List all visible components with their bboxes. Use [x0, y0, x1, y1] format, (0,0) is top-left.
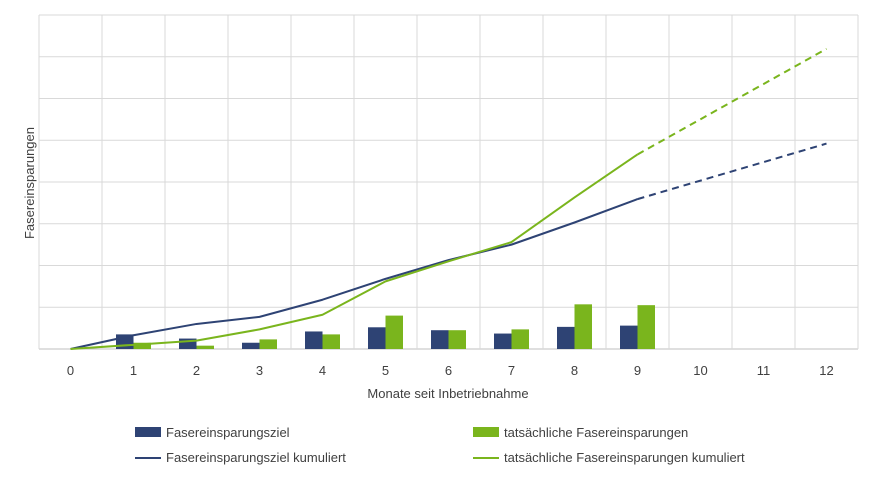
x-tick-label: 7	[508, 363, 515, 378]
x-tick-label: 2	[193, 363, 200, 378]
x-tick-label: 6	[445, 363, 452, 378]
legend-swatch-bar-actual	[473, 427, 499, 437]
legend-label-line-target: Fasereinsparungsziel kumuliert	[166, 450, 346, 465]
bar-target	[179, 338, 197, 349]
bar-target	[305, 331, 323, 349]
bar-actual	[574, 304, 592, 349]
legend-label-bar-target: Fasereinsparungsziel	[166, 425, 290, 440]
bar-actual	[511, 329, 529, 349]
line-target-cumulative-projection	[637, 142, 827, 201]
x-tick-label: 3	[256, 363, 263, 378]
legend-label-bar-actual: tatsächliche Fasereinsparungen	[504, 425, 688, 440]
lines	[70, 47, 827, 350]
bar-target	[242, 342, 260, 349]
x-tick-label: 10	[693, 363, 707, 378]
x-axis-title: Monate seit Inbetriebnahme	[367, 386, 528, 401]
line-actual-cumulative-projection	[637, 47, 827, 156]
x-tick-label: 11	[757, 363, 771, 378]
bar-target	[431, 330, 449, 349]
x-tick-label: 12	[819, 363, 833, 378]
grid	[38, 14, 859, 350]
bar-target	[620, 325, 638, 349]
x-tick-label: 0	[67, 363, 74, 378]
x-tick-label: 9	[634, 363, 641, 378]
bar-actual	[259, 339, 277, 349]
bar-target	[368, 327, 386, 349]
bar-actual	[637, 305, 655, 349]
legend: Fasereinsparungsziel tatsächliche Fasere…	[135, 425, 745, 465]
x-tick-label: 8	[571, 363, 578, 378]
line-actual-cumulative	[70, 153, 639, 350]
x-tick-label: 1	[130, 363, 137, 378]
bar-target	[557, 326, 575, 349]
x-tick-label: 5	[382, 363, 389, 378]
legend-swatch-bar-target	[135, 427, 161, 437]
y-axis-title: Fasereinsparungen	[22, 127, 37, 239]
x-tick-label: 4	[319, 363, 326, 378]
bar-actual	[322, 334, 340, 349]
bar-actual	[196, 345, 214, 349]
bar-actual	[133, 342, 151, 349]
line-target-cumulative	[70, 198, 638, 350]
x-tick-labels: 0 1 2 3 4 5 6 7 8 9 10 11 12	[67, 363, 834, 378]
legend-label-line-actual: tatsächliche Fasereinsparungen kumuliert	[504, 450, 745, 465]
bar-target	[494, 333, 512, 349]
bars	[116, 304, 655, 349]
bar-actual	[385, 315, 403, 349]
bar-actual	[448, 330, 466, 349]
